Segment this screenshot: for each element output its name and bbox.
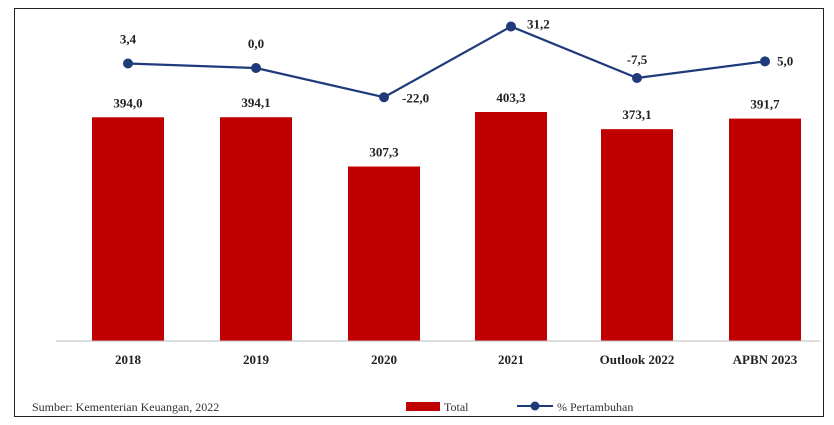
bar-apbn-2023 [729,118,801,341]
growth-value-label: -22,0 [402,90,429,105]
bar-outlook-2022 [601,129,673,341]
growth-marker [379,92,389,103]
bar-value-label: 394,0 [113,95,142,110]
bar-value-label: 373,1 [622,107,651,122]
legend-swatch-total [406,402,440,411]
bar-value-label: 307,3 [369,145,399,160]
bar-2019 [220,117,292,341]
legend-label-total: Total [444,400,469,414]
bar-2018 [92,117,164,341]
growth-marker [632,72,642,83]
line-layer: 3,4 0,0 -22,0 31,2 -7,5 5,0 [120,17,793,106]
legend: Total % Pertambuhan [406,400,633,414]
bar-2020 [348,166,420,341]
bars-layer: 394,0 394,1 307,3 403,3 373,1 391,7 [92,90,801,341]
growth-marker [123,58,133,69]
x-tick-label: 2019 [243,352,270,367]
growth-value-label: -7,5 [627,52,648,67]
x-tick-label: APBN 2023 [733,352,798,367]
growth-line [127,25,766,99]
source-note: Sumber: Kementerian Keuangan, 2022 [32,400,219,414]
growth-value-label: 3,4 [120,31,137,46]
x-tick-label: 2021 [498,352,524,367]
bar-value-label: 391,7 [750,97,780,112]
growth-marker [760,56,770,67]
bar-2021 [475,112,547,341]
x-tick-labels: 2018 2019 2020 2021 Outlook 2022 APBN 2023 [115,352,798,367]
x-tick-label: Outlook 2022 [600,352,675,367]
legend-label-growth: % Pertambuhan [557,400,633,414]
bar-value-label: 394,1 [241,95,270,110]
x-tick-label: 2018 [115,352,142,367]
x-tick-label: 2020 [371,352,397,367]
growth-marker [251,63,261,73]
growth-marker [506,21,516,32]
legend-marker-growth [530,401,540,411]
growth-value-label: 31,2 [527,17,550,32]
growth-value-label: 5,0 [777,53,793,68]
bar-value-label: 403,3 [496,90,526,105]
growth-value-label: 0,0 [248,36,264,51]
